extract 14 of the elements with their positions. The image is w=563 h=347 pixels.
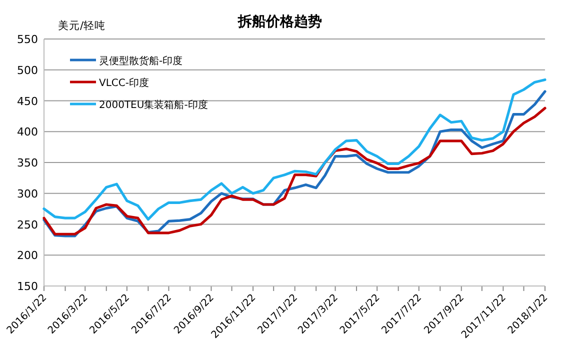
y-tick-label: 550 bbox=[17, 33, 38, 46]
y-tick-label: 300 bbox=[17, 187, 38, 200]
legend-label: 灵便型散货船-印度 bbox=[99, 55, 183, 67]
y-tick-label: 150 bbox=[17, 280, 38, 293]
chart-title: 拆船价格趋势 bbox=[237, 14, 322, 30]
y-tick-label: 500 bbox=[17, 64, 38, 77]
legend-label: 2000TEU集装箱船-印度 bbox=[99, 99, 208, 111]
y-tick-label: 450 bbox=[17, 94, 38, 108]
y-tick-label: 350 bbox=[17, 156, 38, 170]
y-tick-label: 250 bbox=[17, 218, 38, 232]
y-axis-title: 美元/轻吨 bbox=[58, 19, 106, 32]
y-tick-label: 400 bbox=[17, 126, 38, 139]
y-tick-label: 200 bbox=[17, 249, 38, 262]
legend-label: VLCC-印度 bbox=[99, 77, 149, 89]
